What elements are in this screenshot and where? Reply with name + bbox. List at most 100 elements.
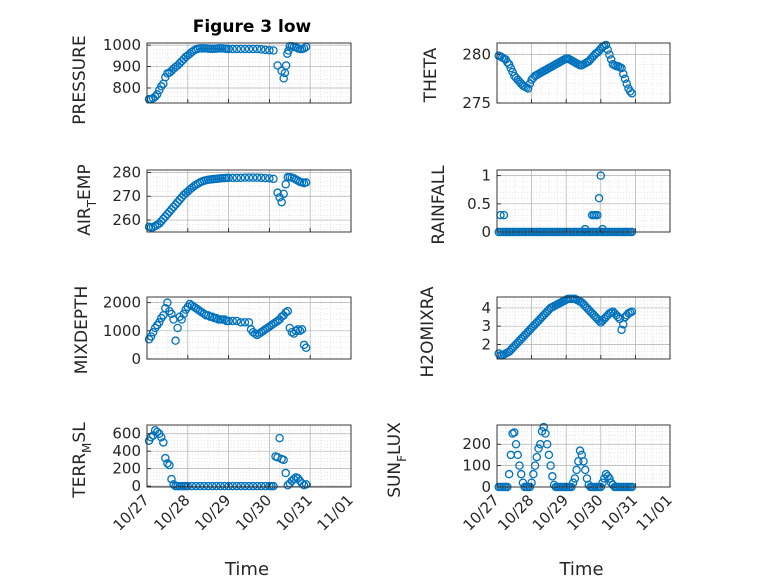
data-point xyxy=(617,325,626,335)
series-markers xyxy=(144,425,311,491)
data-point xyxy=(159,438,168,447)
data-point xyxy=(179,309,188,319)
data-point xyxy=(516,469,526,479)
subplot-rainfall: 0 0.5 1 RAINFALL xyxy=(429,165,671,245)
y-tick-label: 200 xyxy=(462,435,491,453)
x-tick-label: 10/29 xyxy=(529,491,572,534)
data-point xyxy=(523,84,533,93)
y-tick-label: 275 xyxy=(462,94,491,112)
data-point xyxy=(146,432,156,442)
axes-frame xyxy=(496,42,671,104)
data-point xyxy=(208,481,217,491)
data-point xyxy=(546,461,555,470)
data-point xyxy=(228,44,237,54)
y-tick-label: 280 xyxy=(112,163,141,181)
data-point xyxy=(499,210,509,220)
data-point xyxy=(297,325,307,334)
data-point xyxy=(265,174,274,183)
y-tick-label: 270 xyxy=(112,187,141,205)
data-point xyxy=(216,481,225,491)
data-point xyxy=(240,481,250,491)
data-point xyxy=(261,45,270,55)
axes-frame xyxy=(146,424,352,488)
data-point xyxy=(157,82,166,91)
data-point xyxy=(269,46,278,55)
data-point xyxy=(504,469,514,479)
y-tick-label: 1000 xyxy=(103,322,141,340)
data-point xyxy=(279,189,288,199)
data-point xyxy=(510,428,519,437)
data-point xyxy=(619,69,628,79)
data-point xyxy=(279,455,288,465)
data-point xyxy=(508,429,517,438)
data-point xyxy=(244,173,254,182)
data-point xyxy=(568,478,578,487)
data-point xyxy=(236,173,246,183)
data-point xyxy=(593,210,602,220)
data-point xyxy=(301,178,311,187)
data-point xyxy=(515,461,524,470)
data-point xyxy=(295,326,305,336)
y-tick-label: 2 xyxy=(481,335,491,353)
data-point xyxy=(248,173,258,182)
axes-frame xyxy=(146,296,352,360)
y-axis-label: SUNFLUX xyxy=(385,422,409,498)
data-point xyxy=(596,171,606,180)
y-tick-label: 3 xyxy=(481,317,491,335)
data-point xyxy=(220,481,229,491)
y-tick-label: 0 xyxy=(131,350,141,368)
x-tick-label: 10/28 xyxy=(494,491,537,534)
data-point xyxy=(544,450,554,460)
data-point xyxy=(163,298,172,307)
data-point xyxy=(572,465,581,475)
data-point xyxy=(152,90,162,99)
data-point xyxy=(236,318,246,327)
data-point xyxy=(171,336,180,345)
data-point xyxy=(580,224,590,234)
data-point xyxy=(152,427,162,437)
y-tick-label: 0 xyxy=(481,478,491,496)
data-point xyxy=(534,444,543,453)
data-point xyxy=(530,461,540,470)
data-point xyxy=(252,44,262,54)
series-markers xyxy=(144,172,311,232)
data-point xyxy=(161,453,170,463)
x-tick-label: 10/30 xyxy=(232,491,275,534)
data-point xyxy=(594,316,604,325)
y-tick-label: 100 xyxy=(462,457,491,475)
data-point xyxy=(212,481,221,491)
y-tick-label: 2000 xyxy=(103,294,141,312)
data-point xyxy=(277,197,286,207)
data-point xyxy=(281,468,290,478)
subplot-air_temp: 260 270 280 AIRTEMP xyxy=(75,163,352,236)
data-point xyxy=(224,173,233,183)
data-point xyxy=(157,432,166,442)
data-point xyxy=(148,327,158,337)
series-markers xyxy=(494,294,637,360)
data-point xyxy=(224,481,233,491)
subplot-h2omixra: 234 H2OMIXRA xyxy=(418,286,671,378)
y-axis-label: TERRMSL xyxy=(70,422,94,499)
data-point xyxy=(301,343,311,352)
data-point xyxy=(224,44,233,54)
x-tick-label: 10/29 xyxy=(191,491,234,534)
data-point xyxy=(511,439,521,449)
data-point xyxy=(627,89,637,98)
data-point xyxy=(532,452,542,462)
data-point xyxy=(167,309,176,319)
data-point xyxy=(256,173,266,183)
data-point xyxy=(165,460,174,470)
data-point xyxy=(594,193,604,203)
y-tick-label: 1 xyxy=(481,167,491,185)
data-point xyxy=(570,474,580,483)
data-point xyxy=(574,457,583,466)
data-point xyxy=(228,173,237,183)
data-point xyxy=(244,44,254,54)
data-point xyxy=(203,481,213,491)
data-point xyxy=(548,472,557,481)
data-point xyxy=(187,481,197,491)
data-point xyxy=(240,173,250,182)
y-tick-label: 260 xyxy=(112,211,141,229)
